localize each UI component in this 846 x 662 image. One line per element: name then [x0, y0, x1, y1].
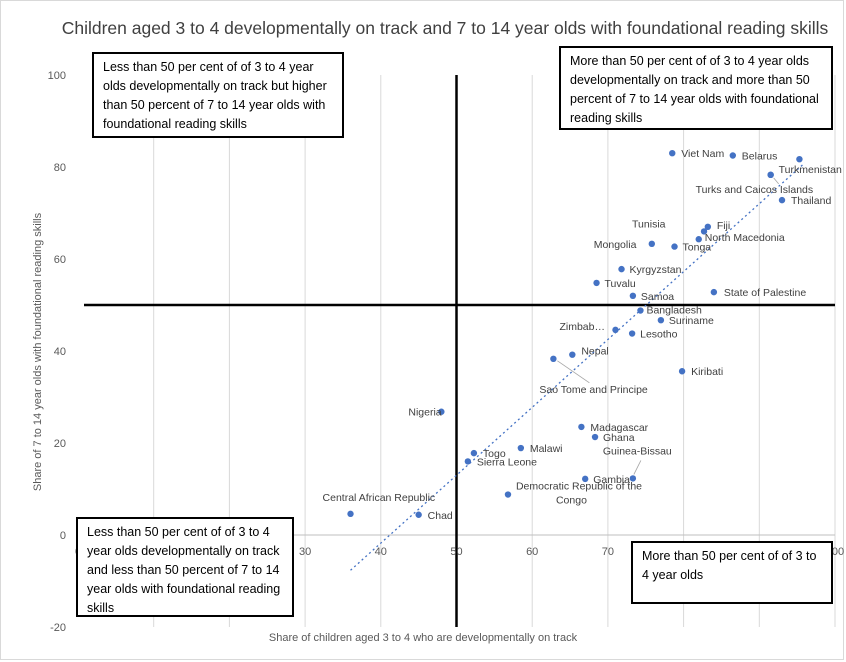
- data-point: [671, 243, 678, 250]
- data-point: [796, 155, 803, 163]
- data-point-label: Sao Tome and Principe: [539, 384, 648, 396]
- data-point-label: State of Palestine: [724, 287, 806, 299]
- data-point: [612, 326, 619, 334]
- data-point-label: Fiji: [717, 220, 730, 232]
- data-point: [470, 449, 478, 457]
- data-point: [593, 279, 600, 287]
- data-point-label: Gambia: [593, 474, 630, 486]
- data-point: [704, 223, 712, 230]
- data-point-label: Tonga: [683, 242, 712, 254]
- data-point: [700, 228, 708, 235]
- data-point-label: North Macedonia: [705, 232, 785, 244]
- annotation-bottom-left: Less than 50 per cent of of 3 to 4 year …: [76, 517, 294, 617]
- data-point-label: Chad: [428, 510, 453, 522]
- leader-line: [633, 460, 642, 475]
- data-point: [517, 444, 525, 452]
- data-point: [347, 510, 354, 518]
- data-point-label: Kyrgyzstan: [630, 264, 682, 276]
- data-point-label: Tuvalu: [605, 278, 636, 290]
- data-point: [438, 408, 445, 415]
- y-tick-label: 40: [54, 346, 66, 358]
- data-point-label: Guinea-Bissau: [603, 445, 672, 457]
- data-point-label: Democratic Republic of the: [516, 481, 642, 493]
- data-point: [678, 368, 686, 375]
- data-point: [618, 265, 625, 273]
- data-point: [578, 423, 585, 431]
- data-point: [778, 196, 786, 204]
- y-tick-label: -20: [50, 622, 66, 634]
- data-point-label: Togo: [483, 448, 506, 460]
- data-point: [628, 330, 636, 337]
- trendline: [350, 162, 806, 571]
- data-point: [710, 288, 718, 296]
- y-tick-label: 60: [54, 254, 66, 266]
- data-point-label: Suriname: [669, 315, 714, 327]
- data-point: [767, 171, 774, 179]
- x-tick-label: 30: [299, 546, 311, 558]
- data-point: [629, 292, 637, 299]
- x-axis-title: Share of children aged 3 to 4 who are de…: [268, 632, 578, 644]
- data-point: [464, 458, 472, 465]
- data-point: [550, 355, 557, 363]
- data-point-label: Thailand: [791, 195, 831, 207]
- data-point-label: Nepal: [581, 346, 608, 358]
- data-point-label: Nigeria: [408, 407, 441, 419]
- x-tick-label: 40: [375, 546, 387, 558]
- annotation-top-right: More than 50 per cent of of 3 to 4 year …: [559, 46, 833, 130]
- data-point-label: Turks and Caicos Islands: [696, 184, 814, 196]
- data-point-label: Viet Nam: [681, 148, 724, 160]
- y-tick-label: 20: [54, 438, 66, 450]
- data-point: [581, 475, 589, 483]
- data-point: [569, 351, 576, 358]
- data-point-label: Bangladesh: [646, 305, 702, 317]
- data-point: [415, 511, 422, 518]
- data-point-label: Belarus: [742, 151, 778, 163]
- data-point: [657, 316, 665, 324]
- data-point: [729, 152, 737, 159]
- y-tick-label: 0: [60, 530, 66, 542]
- data-point-label: Central African Republic: [323, 492, 436, 504]
- y-tick-label: 100: [48, 70, 66, 82]
- annotation-bottom-right: More than 50 per cent of of 3 to 4 year …: [631, 541, 833, 604]
- data-point: [504, 491, 512, 498]
- data-point-label: Mongolia: [594, 239, 637, 251]
- data-point-label: Malawi: [530, 443, 563, 455]
- data-point: [695, 236, 702, 243]
- data-point-label: Kiribati: [691, 366, 723, 378]
- data-point-label: Tunisia: [632, 218, 666, 230]
- data-point-label: Samoa: [641, 291, 674, 303]
- x-tick-label: 70: [602, 546, 614, 558]
- x-tick-label: 50: [450, 546, 462, 558]
- annotation-top-left: Less than 50 per cent of of 3 to 4 year …: [92, 52, 344, 138]
- leader-line: [773, 177, 779, 185]
- data-point-label: Madagascar: [590, 422, 648, 434]
- chart-title: Children aged 3 to 4 developmentally on …: [61, 18, 829, 38]
- y-tick-label: 80: [54, 162, 66, 174]
- data-point: [637, 307, 644, 314]
- data-point-label: Congo: [556, 495, 587, 507]
- data-point-label: Ghana: [603, 432, 635, 444]
- data-point: [591, 433, 599, 441]
- y-axis-title: Share of 7 to 14 year olds with foundati…: [32, 212, 44, 492]
- data-point-label: Lesotho: [640, 329, 678, 341]
- data-point-label: Turkmenistan: [779, 164, 842, 176]
- data-point-label: Zimbab…: [559, 321, 605, 333]
- data-point: [669, 150, 676, 157]
- x-tick-label: 60: [526, 546, 538, 558]
- data-point: [629, 475, 637, 482]
- data-point-label: Sierra Leone: [477, 456, 537, 468]
- data-point: [648, 240, 656, 248]
- leader-line: [557, 360, 590, 384]
